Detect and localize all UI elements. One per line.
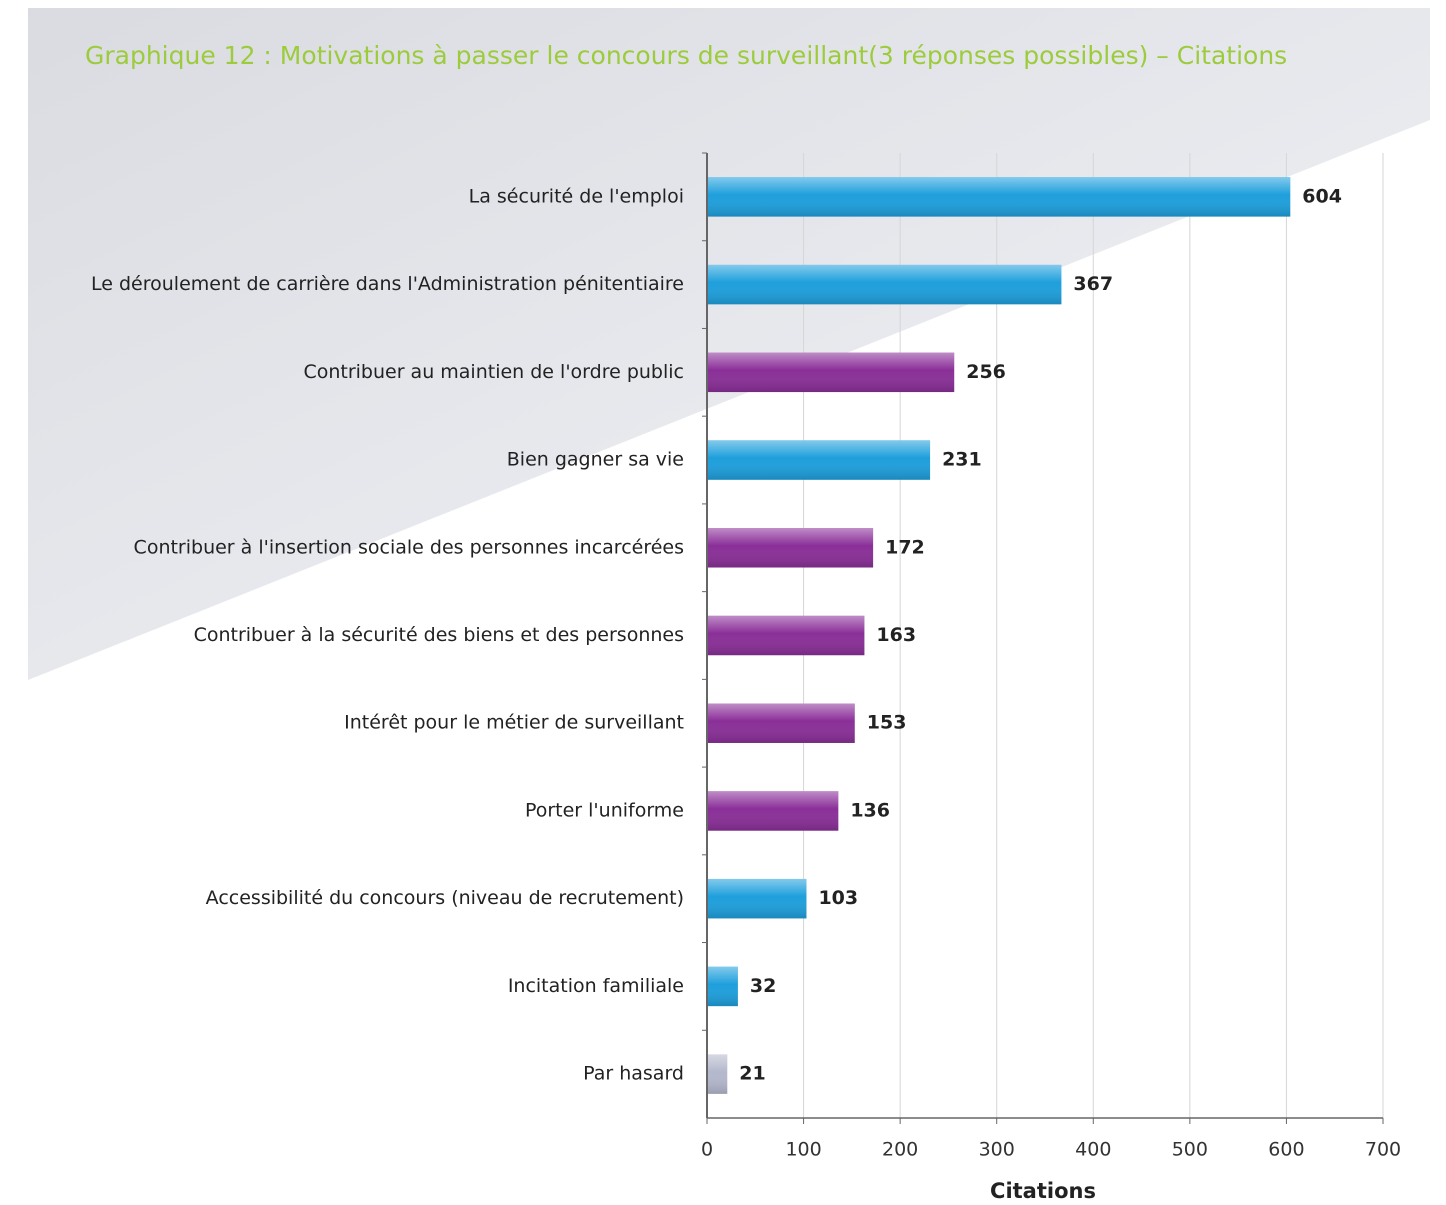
bar-shine xyxy=(707,791,839,831)
bar-shine xyxy=(707,966,738,1007)
y-tick-label: Contribuer au maintien de l'ordre public xyxy=(303,361,684,383)
y-tick-label: Contribuer à la sécurité des biens et de… xyxy=(194,624,684,646)
bar-shine xyxy=(707,177,1291,217)
y-tick-label: Accessibilité du concours (niveau de rec… xyxy=(206,887,684,909)
bar-shine xyxy=(707,703,855,743)
bar-shine xyxy=(707,878,807,919)
x-tick-label: 500 xyxy=(1172,1139,1208,1161)
value-label: 172 xyxy=(885,536,925,558)
x-tick-label: 300 xyxy=(979,1139,1015,1161)
bar-shine xyxy=(707,264,1062,305)
value-label: 153 xyxy=(867,712,907,734)
background-image xyxy=(28,8,1430,680)
value-label: 136 xyxy=(850,799,890,821)
y-tick-label: Porter l'uniforme xyxy=(525,799,684,821)
y-tick-label: Contribuer à l'insertion sociale des per… xyxy=(134,536,684,558)
y-tick-label: Le déroulement de carrière dans l'Admini… xyxy=(91,273,684,295)
value-label: 32 xyxy=(750,975,776,997)
y-tick-label: Par hasard xyxy=(583,1063,684,1085)
chart-title: Graphique 12 : Motivations à passer le c… xyxy=(85,41,1287,70)
x-tick-label: 600 xyxy=(1268,1139,1304,1161)
value-label: 604 xyxy=(1302,185,1342,207)
bar-shine xyxy=(707,1054,728,1094)
x-axis-title: Citations xyxy=(990,1179,1096,1203)
value-label: 103 xyxy=(818,887,858,909)
y-tick-label: La sécurité de l'emploi xyxy=(469,185,684,207)
x-tick-label: 400 xyxy=(1075,1139,1111,1161)
bar-shine xyxy=(707,352,955,393)
y-tick-label: Intérêt pour le métier de surveillant xyxy=(344,712,684,734)
x-tick-label: 200 xyxy=(882,1139,918,1161)
bar-shine xyxy=(707,440,931,480)
y-tick-label: Incitation familiale xyxy=(508,975,684,997)
value-label: 367 xyxy=(1073,273,1113,295)
x-tick-label: 700 xyxy=(1365,1139,1401,1161)
x-tick-label: 100 xyxy=(785,1139,821,1161)
bar-shine xyxy=(707,528,874,568)
value-label: 163 xyxy=(876,624,916,646)
value-label: 256 xyxy=(966,361,1006,383)
x-tick-label: 0 xyxy=(701,1139,713,1161)
y-tick-label: Bien gagner sa vie xyxy=(507,449,684,471)
value-label: 21 xyxy=(739,1063,765,1085)
bar-shine xyxy=(707,615,865,656)
value-label: 231 xyxy=(942,449,982,471)
